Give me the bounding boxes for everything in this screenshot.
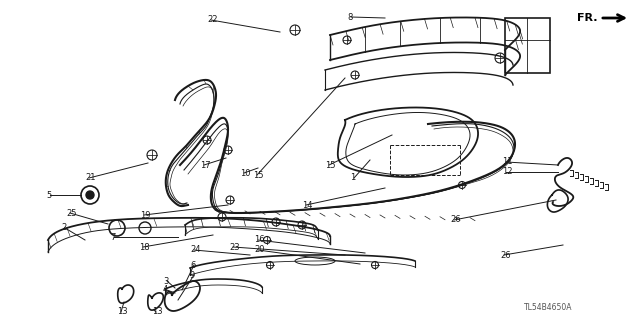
- Text: 12: 12: [502, 167, 513, 176]
- Text: 23: 23: [229, 242, 239, 251]
- Text: 20: 20: [254, 246, 264, 255]
- Text: 9: 9: [190, 271, 195, 279]
- Text: 11: 11: [502, 158, 513, 167]
- Text: 13: 13: [152, 308, 163, 316]
- Text: 22: 22: [207, 16, 218, 25]
- Text: 14: 14: [302, 201, 312, 210]
- Text: 16: 16: [254, 235, 264, 244]
- Text: 6: 6: [190, 261, 195, 270]
- Text: 8: 8: [347, 12, 353, 21]
- Text: 5: 5: [46, 190, 51, 199]
- Text: FR.: FR.: [577, 13, 597, 23]
- Text: 18: 18: [139, 242, 150, 251]
- Text: 15: 15: [253, 170, 264, 180]
- Text: 1: 1: [350, 174, 355, 182]
- Circle shape: [86, 191, 94, 199]
- Text: 7: 7: [110, 233, 115, 241]
- Text: 17: 17: [200, 160, 211, 169]
- Text: 15: 15: [325, 160, 335, 169]
- Text: 26: 26: [500, 250, 511, 259]
- Text: 3: 3: [163, 277, 168, 286]
- Text: 4: 4: [163, 286, 168, 294]
- Text: 19: 19: [140, 211, 150, 219]
- Text: TL54B4650A: TL54B4650A: [524, 303, 572, 313]
- Text: 10: 10: [240, 168, 250, 177]
- Text: 13: 13: [117, 308, 127, 316]
- Text: 26: 26: [450, 216, 461, 225]
- Text: 21: 21: [85, 174, 95, 182]
- Text: 24: 24: [190, 246, 200, 255]
- Text: 2: 2: [61, 224, 67, 233]
- Text: 25: 25: [66, 209, 77, 218]
